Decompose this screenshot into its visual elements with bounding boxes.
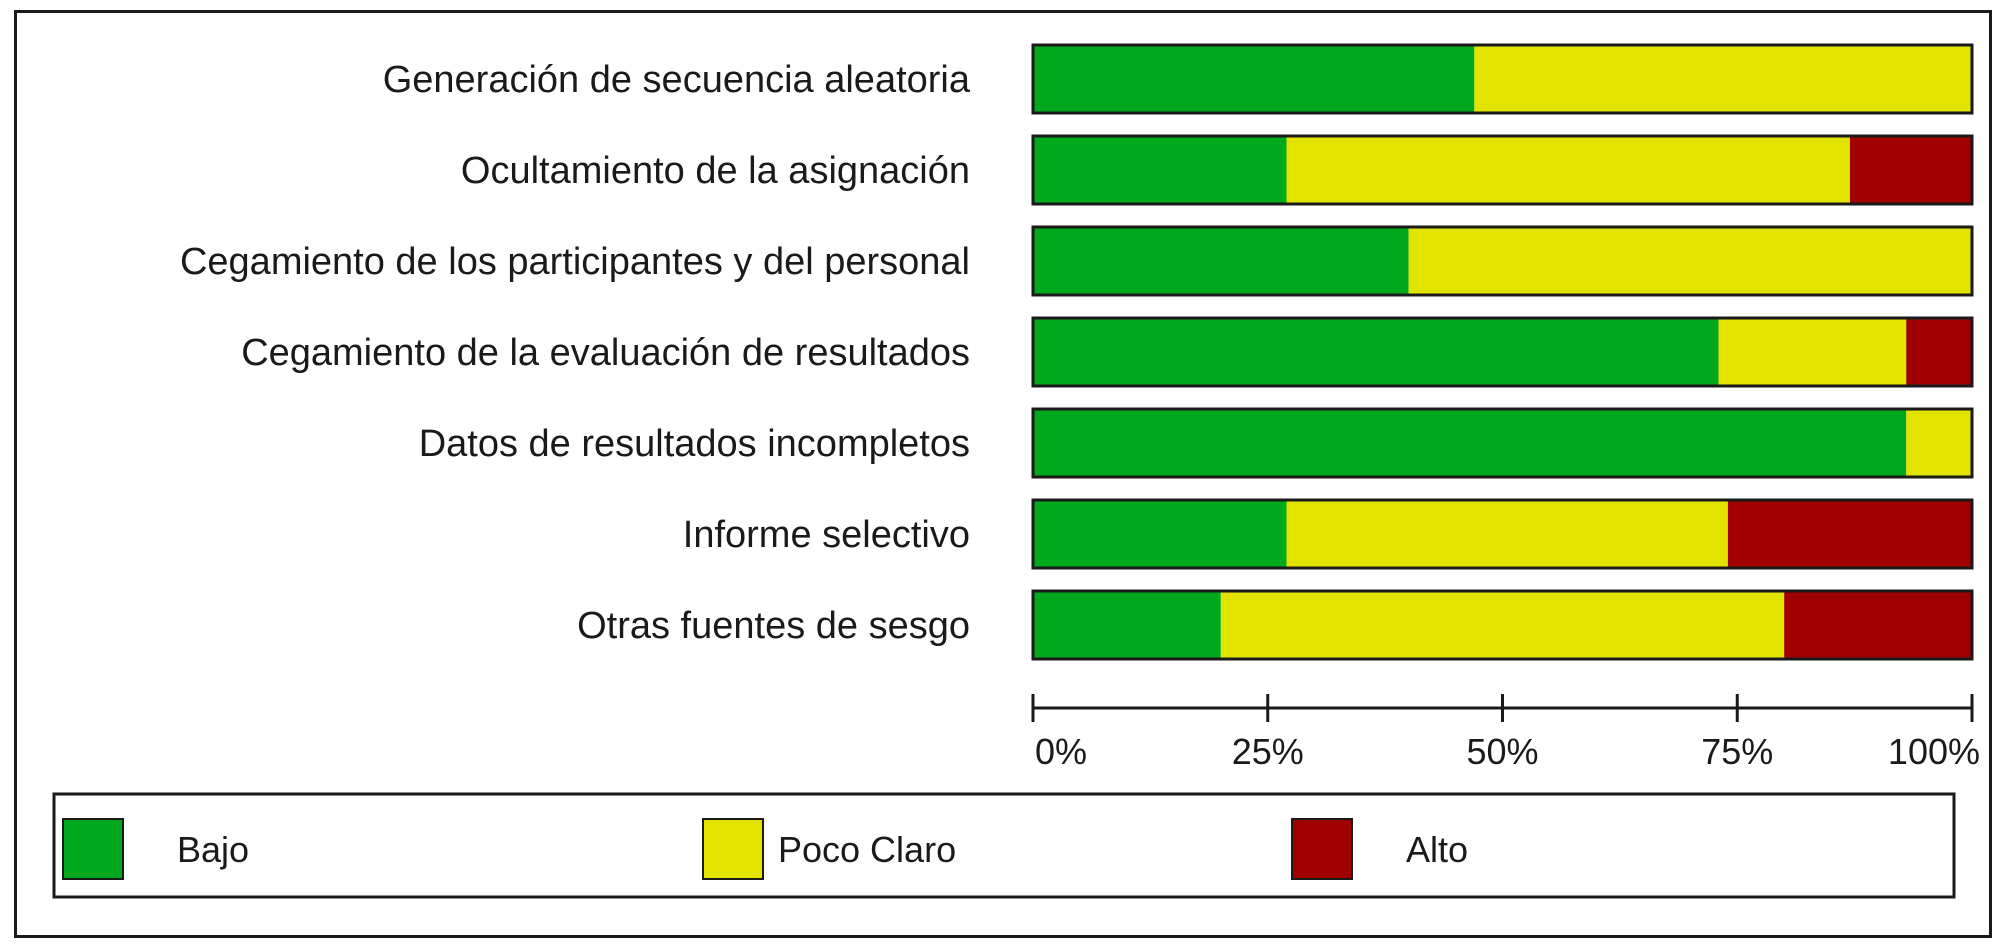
bar-segment xyxy=(1033,591,1221,659)
bar-segment xyxy=(1286,136,1850,204)
category-label: Cegamiento de la evaluación de resultado… xyxy=(241,332,970,374)
bar-segment xyxy=(1906,318,1972,386)
bar-segment xyxy=(1033,45,1475,113)
legend-label: Poco Claro xyxy=(778,829,956,870)
bar-segment xyxy=(1033,500,1287,568)
bar-segment xyxy=(1033,227,1409,295)
category-label: Ocultamiento de la asignación xyxy=(461,150,970,192)
legend-swatch xyxy=(62,818,124,880)
bar-segment xyxy=(1718,318,1907,386)
category-labels: Generación de secuencia aleatoria Ocultam… xyxy=(180,59,971,647)
bar-segment xyxy=(1033,136,1287,204)
category-label: Generación de secuencia aleatoria xyxy=(383,59,971,101)
bars-layer xyxy=(1031,43,1974,661)
x-tick-label: 50% xyxy=(1466,731,1538,772)
x-tick-label: 0% xyxy=(1035,731,1087,772)
bar-outline xyxy=(1031,498,1974,570)
legend: Bajo Poco Claro Alto xyxy=(52,792,1956,899)
category-label: Informe selectivo xyxy=(683,514,970,556)
bar-segment xyxy=(1286,500,1728,568)
legend-box xyxy=(52,792,1956,899)
bar-segment xyxy=(1033,318,1719,386)
bar-segment xyxy=(1033,409,1907,477)
legend-swatch xyxy=(702,818,764,880)
category-label: Otras fuentes de sesgo xyxy=(577,605,970,647)
legend-swatch xyxy=(1291,818,1353,880)
bar-outline xyxy=(1031,316,1974,388)
legend-label: Alto xyxy=(1406,829,1468,870)
bar-segment xyxy=(1474,45,1972,113)
bar-segment xyxy=(1727,500,1972,568)
bar-segment xyxy=(1784,591,1972,659)
category-label: Cegamiento de los participantes y del pe… xyxy=(180,241,970,283)
bar-segment xyxy=(1906,409,1972,477)
bar-segment xyxy=(1849,136,1972,204)
bar-outline xyxy=(1031,43,1974,115)
bar-outline xyxy=(1031,134,1974,206)
bar-outline xyxy=(1031,225,1974,297)
bar-outline xyxy=(1031,407,1974,479)
x-tick-label: 75% xyxy=(1701,731,1773,772)
x-tick-label: 100% xyxy=(1888,731,1980,772)
legend-label: Bajo xyxy=(177,829,249,870)
x-axis: 0% 25% 50% 75% 100% xyxy=(1031,694,1980,772)
x-tick-label: 25% xyxy=(1232,731,1304,772)
category-label: Datos de resultados incompletos xyxy=(419,423,970,465)
bar-segment xyxy=(1220,591,1785,659)
bar-outline xyxy=(1031,589,1974,661)
bar-segment xyxy=(1408,227,1972,295)
